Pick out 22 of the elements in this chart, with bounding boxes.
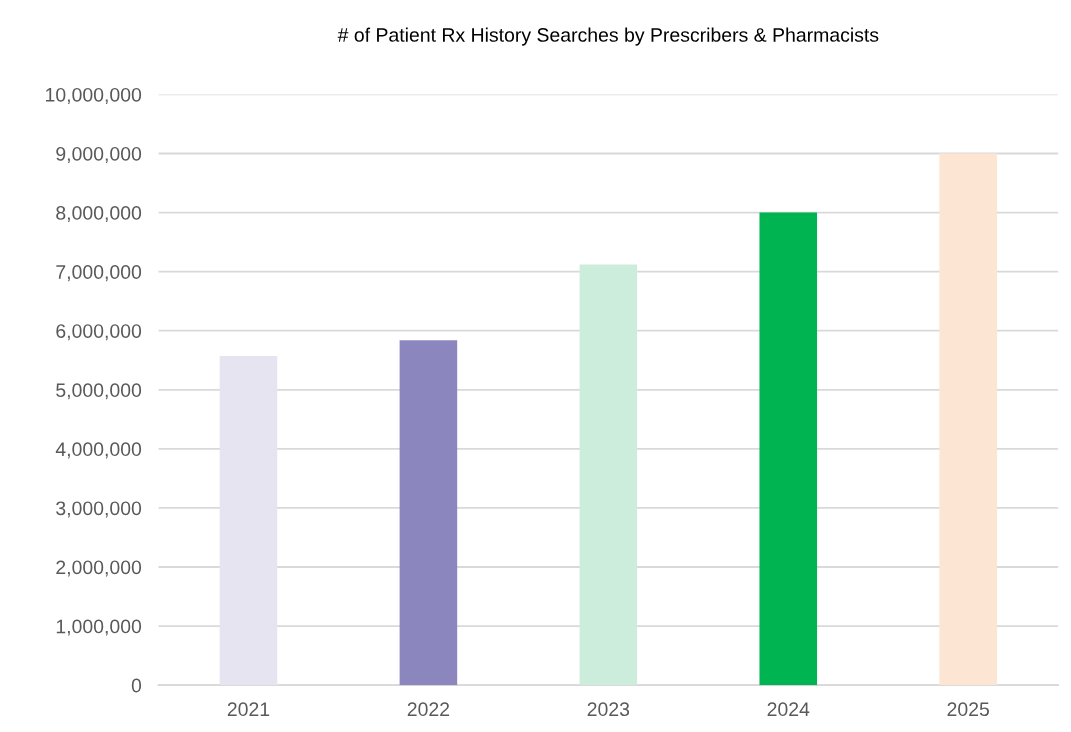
- y-tick-label: 10,000,000: [46, 87, 142, 104]
- y-tick-label: 1,000,000: [56, 619, 142, 636]
- x-tick-label: 2022: [407, 702, 450, 717]
- bar: [579, 264, 638, 686]
- y-tick-label: 8,000,000: [56, 206, 142, 223]
- y-tick-label: 0: [131, 678, 142, 693]
- y-tick-label: 7,000,000: [56, 265, 142, 282]
- y-tick-label: 4,000,000: [55, 442, 142, 459]
- chart-title: # of Patient Rx History Searches by Prescribers & Pharmacists: [337, 27, 879, 46]
- bar: [939, 153, 997, 686]
- bar: [759, 212, 818, 686]
- x-tick-label: 2021: [227, 702, 270, 717]
- x-tick-label: 2025: [947, 702, 989, 717]
- y-tick-label: 3,000,000: [56, 501, 142, 518]
- y-tick-label: 5,000,000: [56, 383, 142, 400]
- x-tick-label: 2023: [587, 702, 630, 717]
- bar: [399, 340, 458, 686]
- y-tick-label: 9,000,000: [56, 146, 142, 164]
- y-tick-label: 2,000,000: [56, 560, 142, 577]
- y-tick-label: 6,000,000: [56, 324, 142, 341]
- x-tick-label: 2024: [767, 702, 810, 717]
- bar: [219, 356, 278, 686]
